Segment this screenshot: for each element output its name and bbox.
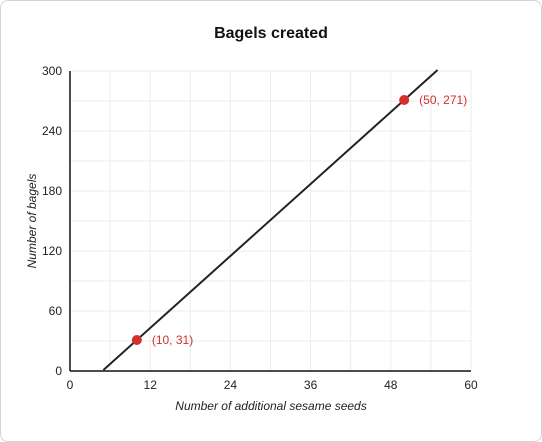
series-line-segment xyxy=(102,69,439,371)
y-tick-label: 60 xyxy=(49,304,63,318)
y-tick-label: 300 xyxy=(42,64,62,78)
data-points: (10, 31) (50, 271) xyxy=(131,93,467,347)
y-tick-label: 0 xyxy=(55,364,62,378)
x-tick-label: 12 xyxy=(144,378,158,392)
x-tick-label: 36 xyxy=(304,378,318,392)
data-point xyxy=(399,95,410,105)
data-point-label: (50, 271) xyxy=(419,93,467,107)
chart-title: Bagels created xyxy=(214,25,328,42)
x-tick-label: 48 xyxy=(384,378,398,392)
y-tick-label: 120 xyxy=(42,244,62,258)
y-axis-label: Number of bagels xyxy=(25,173,39,269)
x-tick-label: 24 xyxy=(224,378,238,392)
data-point xyxy=(131,335,142,345)
tick-labels: 0 12 24 36 48 60 0 60 120 180 240 300 xyxy=(42,64,478,392)
axes xyxy=(69,71,471,372)
data-point-label: (10, 31) xyxy=(152,333,193,347)
y-tick-label: 240 xyxy=(42,124,62,138)
x-axis-label: Number of additional sesame seeds xyxy=(175,399,367,413)
x-tick-label: 0 xyxy=(67,378,74,392)
x-tick-label: 60 xyxy=(464,378,478,392)
series-line xyxy=(102,69,439,371)
y-tick-label: 180 xyxy=(42,184,62,198)
